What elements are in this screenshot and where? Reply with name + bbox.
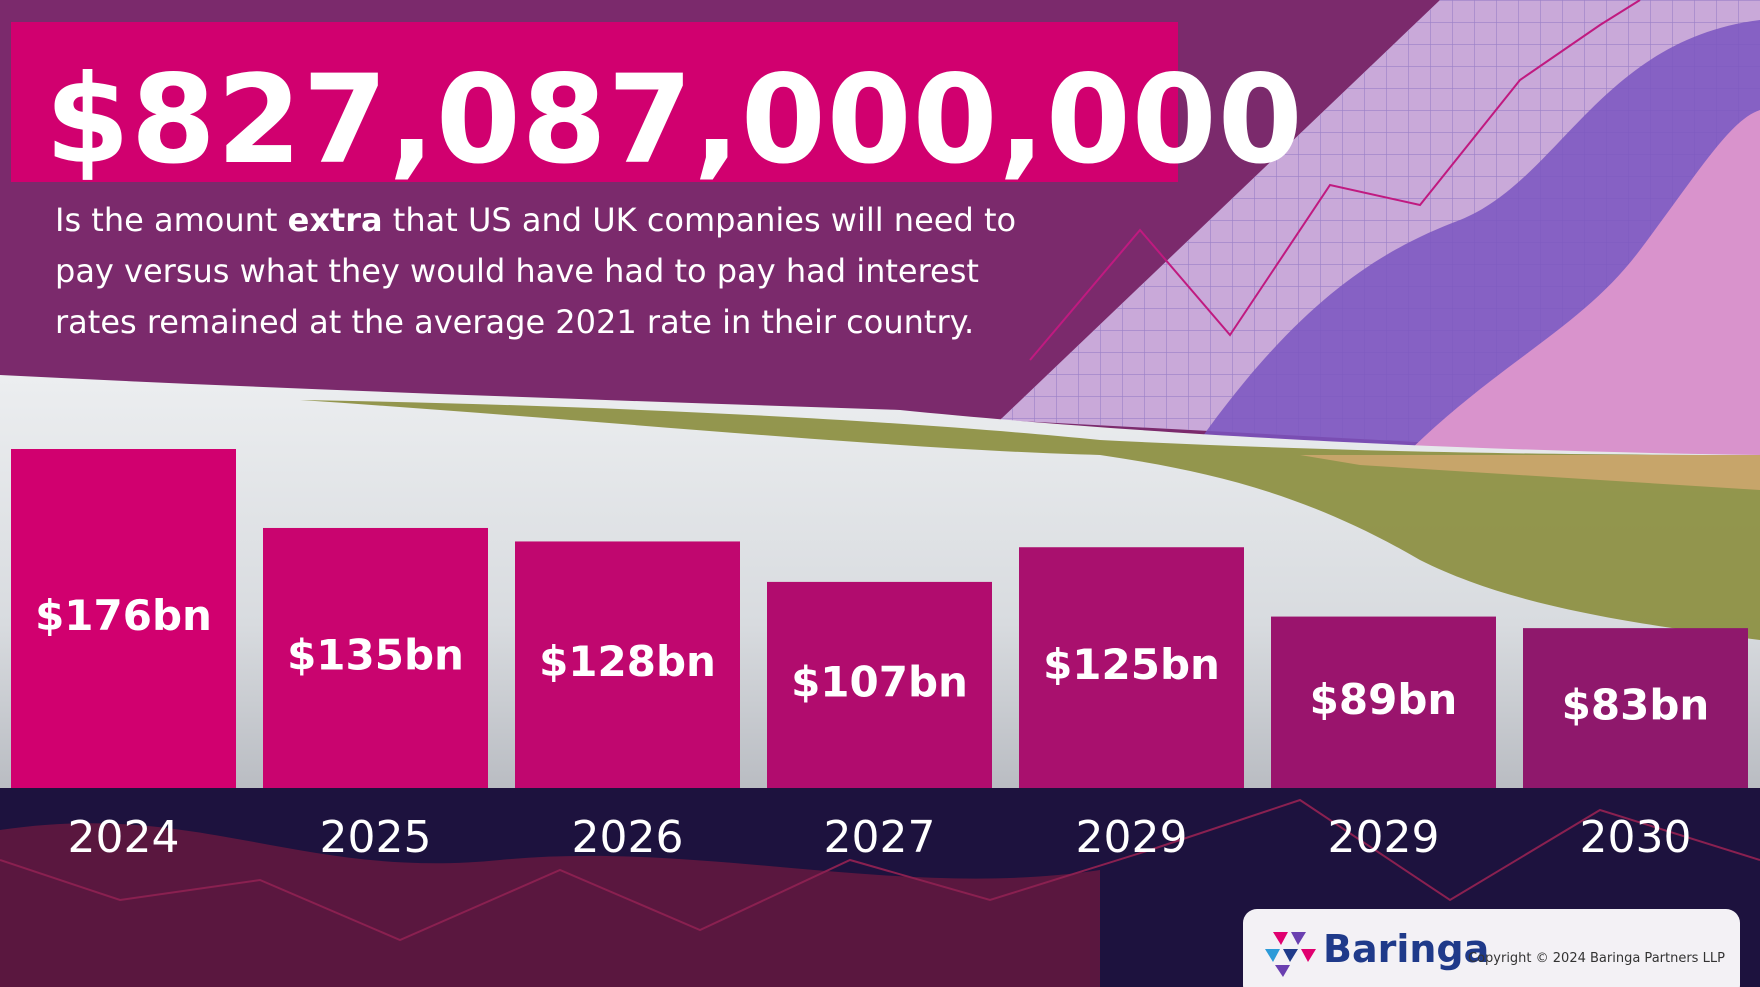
bar	[1271, 616, 1496, 788]
x-tick-label: 2029	[1328, 812, 1440, 863]
x-tick-label: 2030	[1580, 812, 1692, 863]
subtitle-bold: extra	[287, 201, 383, 239]
logo: Baringa	[1323, 927, 1490, 971]
value-label: $128bn	[539, 637, 716, 686]
value-label: $89bn	[1310, 675, 1458, 724]
bar	[263, 527, 488, 788]
value-label: $176bn	[35, 591, 212, 640]
x-tick-label: 2024	[68, 812, 180, 863]
value-label: $83bn	[1562, 681, 1710, 730]
x-tick-label: 2025	[320, 812, 432, 863]
x-tick-label: 2026	[572, 812, 684, 863]
bar	[11, 449, 236, 788]
value-label: $125bn	[1043, 640, 1220, 689]
x-tick-label: 2029	[1076, 812, 1188, 863]
subtitle: Is the amount extra that US and UK compa…	[55, 195, 1055, 348]
x-tick-label: 2027	[824, 812, 936, 863]
bar	[515, 541, 740, 788]
footer: Baringa Copyright © 2024 Baringa Partner…	[1243, 909, 1740, 987]
headline-box: $827,087,000,000	[11, 22, 1303, 191]
subtitle-text: that US and UK companies will need to pa…	[55, 201, 1017, 341]
copyright: Copyright © 2024 Baringa Partners LLP	[1468, 951, 1725, 966]
bar	[1523, 628, 1748, 788]
bar	[1019, 547, 1244, 788]
value-label: $135bn	[287, 630, 464, 679]
value-label: $107bn	[791, 657, 968, 706]
bar	[767, 581, 992, 788]
subtitle-text: Is the amount	[55, 201, 288, 239]
headline: $827,087,000,000	[45, 49, 1304, 191]
logo-icon	[1265, 932, 1316, 977]
